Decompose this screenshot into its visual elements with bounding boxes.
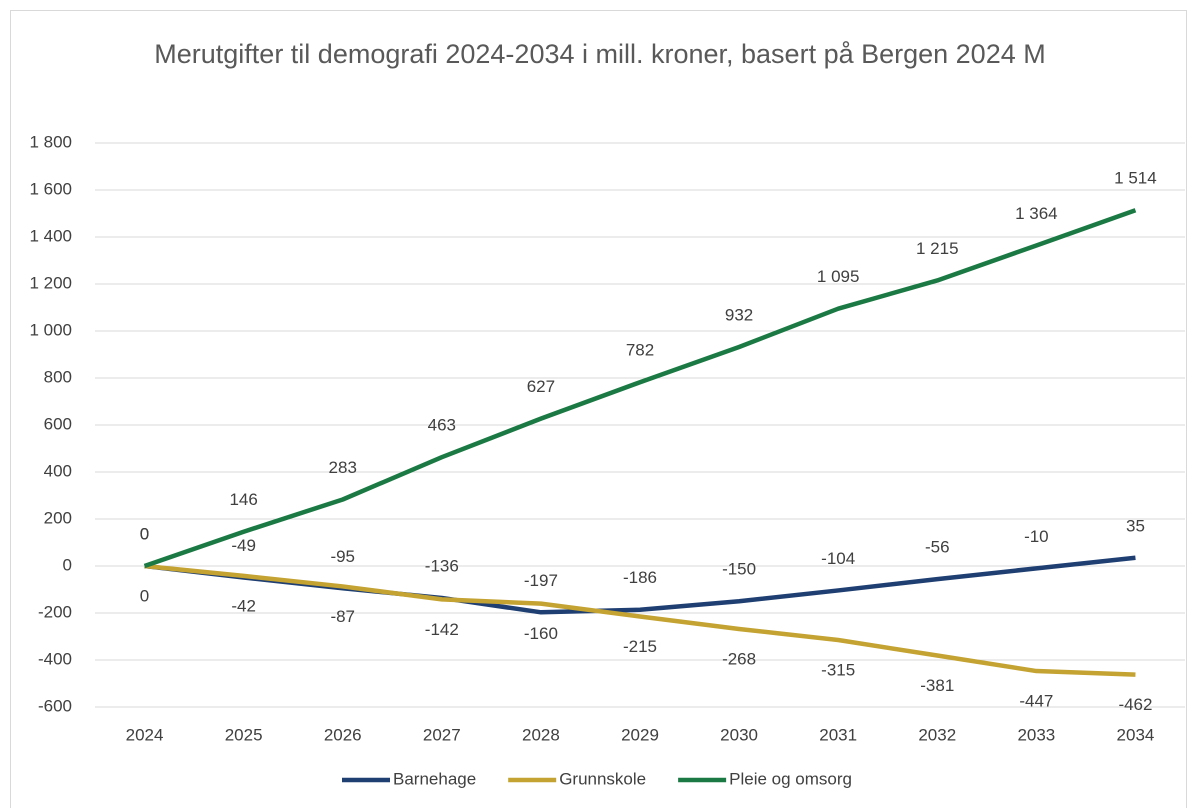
data-label: 0 [140,524,149,543]
data-label: 146 [229,490,257,509]
data-label: 463 [428,416,456,435]
data-label: -447 [1019,692,1053,711]
data-label: 0 [140,586,149,605]
x-tick-label: 2024 [126,725,164,744]
series-line [143,208,1137,569]
data-label: -150 [722,560,756,579]
x-tick-label: 2030 [720,725,758,744]
y-tick-label: 1 800 [29,132,72,151]
data-label: -186 [623,568,657,587]
data-label: 627 [527,377,555,396]
data-label: -87 [330,607,355,626]
series-line [144,563,1136,677]
data-label: 782 [626,341,654,360]
chart-border [10,10,1187,808]
y-tick-label: 1 600 [29,179,72,198]
x-tick-label: 2026 [324,725,362,744]
data-label: -56 [925,538,950,557]
y-tick-label: -200 [38,602,72,621]
y-tick-label: -400 [38,649,72,668]
data-label: -142 [425,620,459,639]
data-label: -268 [722,649,756,668]
x-tick-label: 2032 [918,725,956,744]
x-tick-label: 2033 [1017,725,1055,744]
y-tick-label: 0 [63,555,72,574]
y-tick-label: 800 [44,367,72,386]
data-label: 1 514 [1114,169,1157,188]
data-label: 1 364 [1015,204,1058,223]
chart-title: Merutgifter til demografi 2024-2034 i mi… [154,39,1046,69]
y-tick-label: 1 400 [29,226,72,245]
y-tick-label: -600 [38,696,72,715]
data-label: 0 [140,524,149,543]
y-tick-label: 600 [44,414,72,433]
x-tick-label: 2034 [1117,725,1155,744]
data-label: 932 [725,305,753,324]
data-label: -42 [231,596,256,615]
x-tick-label: 2028 [522,725,560,744]
data-label: -315 [821,661,855,680]
y-tick-label: 1 000 [29,320,72,339]
data-label: -10 [1024,527,1049,546]
data-label: 35 [1126,516,1145,535]
data-label: 1 095 [817,267,860,286]
data-label: 283 [329,458,357,477]
data-label: -136 [425,556,459,575]
data-label: -215 [623,637,657,656]
x-tick-label: 2031 [819,725,857,744]
data-label: -462 [1118,695,1152,714]
data-label: -49 [231,536,256,555]
data-label: -95 [330,547,355,566]
legend-label: Grunnskole [559,769,646,788]
y-tick-label: 1 200 [29,273,72,292]
legend-label: Barnehage [393,769,476,788]
data-label: -160 [524,624,558,643]
y-tick-label: 200 [44,508,72,527]
legend-label: Pleie og omsorg [729,769,852,788]
data-label: -381 [920,676,954,695]
x-tick-label: 2027 [423,725,461,744]
x-tick-label: 2025 [225,725,263,744]
data-label: 1 215 [916,239,959,258]
data-label: -104 [821,549,855,568]
data-label: -197 [524,571,558,590]
x-tick-label: 2029 [621,725,659,744]
y-tick-label: 400 [44,461,72,480]
